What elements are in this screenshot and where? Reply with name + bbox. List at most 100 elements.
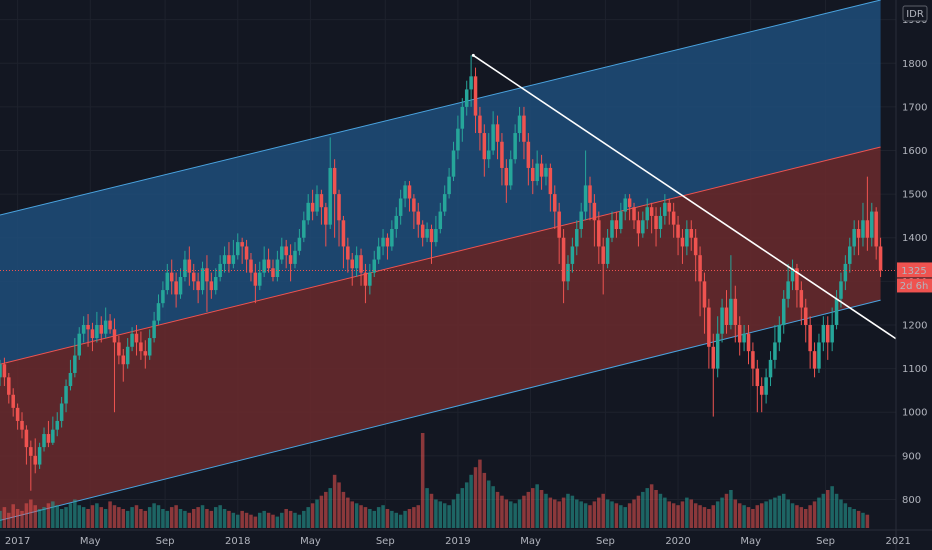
y-tick-label: 1700: [902, 102, 927, 113]
candle-body: [649, 207, 654, 216]
candle-body: [117, 342, 121, 356]
y-tick-label: 1500: [902, 190, 927, 201]
candle-body: [372, 259, 377, 273]
lower-band: [0, 147, 881, 521]
candle-body: [685, 229, 689, 247]
volume-bar: [103, 509, 108, 528]
volume-bar: [407, 509, 412, 528]
volume-bar: [346, 497, 350, 528]
candle-body: [592, 202, 597, 221]
volume-bar: [293, 512, 297, 528]
candle-body: [288, 255, 293, 264]
currency-badge: [902, 5, 928, 22]
upper-channel-line: [0, 0, 881, 216]
candle-body: [306, 202, 310, 221]
candle-body: [169, 272, 174, 282]
volume-bar: [649, 484, 654, 528]
candle-body: [59, 403, 64, 421]
volume-bar: [205, 509, 209, 528]
candle-body: [37, 447, 42, 465]
volume-bar: [46, 503, 51, 528]
volume-bar: [627, 503, 632, 528]
volume-bar: [169, 507, 174, 528]
candle-body: [553, 194, 557, 212]
volume-bar: [284, 509, 288, 528]
candle-body: [848, 246, 852, 264]
candle-body: [231, 255, 236, 264]
candle-body: [839, 281, 843, 299]
volume-bar: [597, 497, 601, 528]
volume-bar: [77, 505, 82, 528]
volume-bar: [434, 499, 438, 528]
candle-body: [825, 324, 830, 343]
candle-body: [671, 211, 676, 225]
volume-bar: [711, 505, 716, 528]
candle-body: [332, 167, 337, 195]
candle-body: [29, 447, 33, 456]
candle-body: [108, 320, 112, 330]
volume-bar: [482, 472, 487, 528]
y-tick-label: 1100: [902, 364, 927, 375]
candle-body: [46, 434, 51, 443]
candle-body: [570, 246, 575, 264]
candle-body: [319, 194, 324, 208]
volume-bar: [350, 501, 354, 528]
volume-bar: [680, 501, 685, 528]
candle-body: [698, 255, 702, 282]
volume-bar: [724, 493, 729, 528]
candle-body: [759, 386, 764, 395]
volume-bar: [495, 491, 500, 528]
volume-bar: [37, 509, 42, 528]
volume-bar: [86, 509, 90, 528]
candle-body: [258, 272, 262, 286]
candle-body: [689, 229, 694, 238]
candle-body: [209, 281, 214, 291]
volume-bar: [288, 510, 293, 528]
candle-body: [517, 115, 522, 134]
volume-bar: [865, 514, 870, 528]
candle-body: [359, 255, 363, 273]
time-axis[interactable]: 2017 May Sep 2018 May Sep 2019 May Sep 2020 May Sep…: [0, 529, 932, 547]
trendline[interactable]: [471, 53, 899, 341]
volume-bar: [522, 495, 526, 528]
volume-bar: [825, 490, 830, 528]
x-tick-label: 2020: [665, 536, 690, 547]
volume-bar: [517, 499, 522, 528]
y-tick-label: 1600: [902, 146, 927, 157]
candle-body: [817, 342, 821, 369]
volume-bar: [244, 512, 249, 528]
candle-body: [302, 220, 306, 238]
candle-body: [676, 224, 680, 238]
candle-body: [526, 141, 531, 168]
candle-body: [376, 246, 381, 260]
volume-bar: [376, 507, 381, 528]
x-tick-label: Sep: [816, 536, 835, 547]
volume-bar: [134, 505, 139, 528]
volume-bar: [420, 433, 425, 528]
candle-body: [178, 276, 183, 295]
candle-body: [601, 246, 605, 264]
candle-body: [588, 185, 592, 203]
candle-body: [244, 246, 249, 260]
candle-body: [363, 272, 368, 286]
candle-body: [720, 307, 724, 334]
volume-bar: [64, 507, 68, 528]
volume-bar: [55, 505, 59, 528]
volume-bar: [742, 505, 746, 528]
candle-body: [707, 307, 711, 347]
volume-bar: [658, 493, 663, 528]
volume-bar: [786, 499, 790, 528]
candle-body: [121, 355, 126, 365]
candle-body: [191, 272, 196, 282]
volume-bar: [2, 507, 7, 528]
candle-body: [667, 202, 672, 212]
candle-body: [77, 333, 82, 356]
candle-body: [795, 268, 799, 291]
candle-body: [566, 263, 570, 282]
candle-body: [654, 215, 658, 230]
y-tick-label: 1800: [902, 59, 927, 70]
candle-body: [456, 128, 460, 151]
volume-bar: [341, 491, 346, 528]
trendline-line: [472, 54, 899, 341]
